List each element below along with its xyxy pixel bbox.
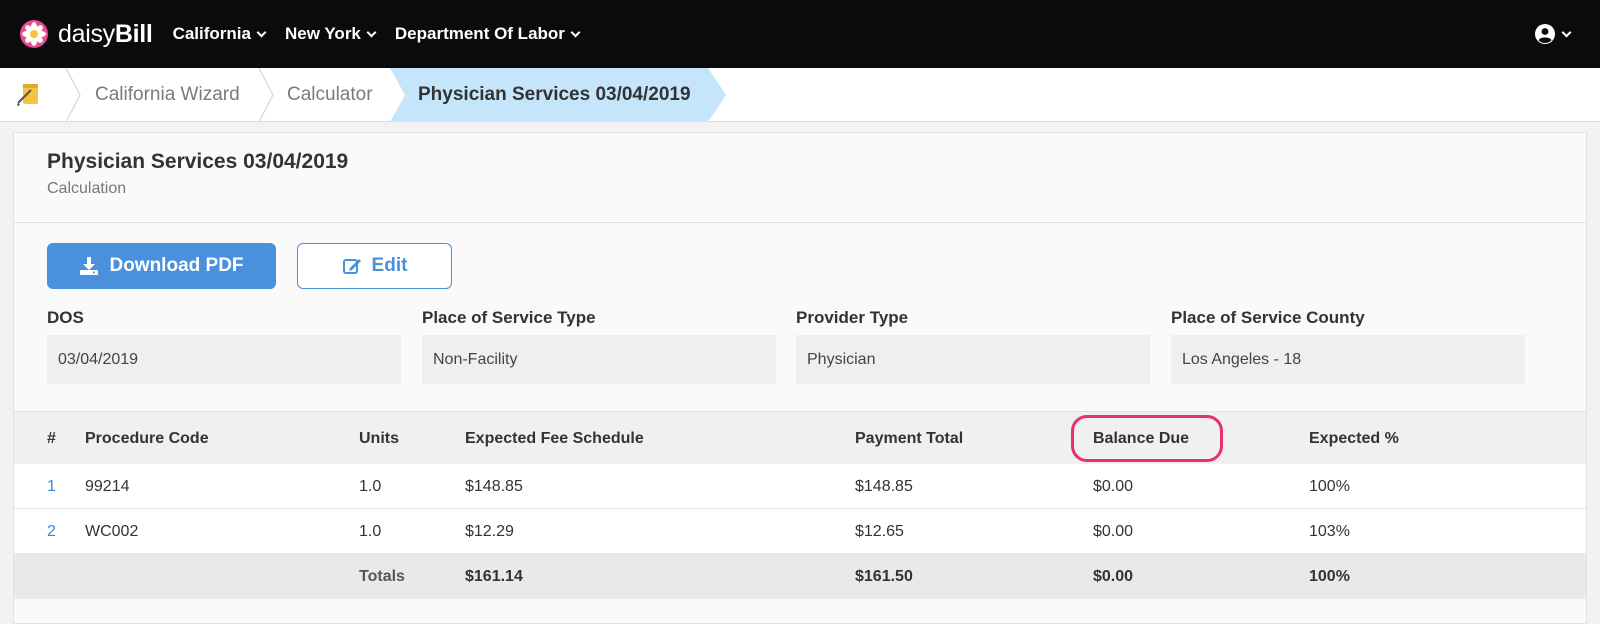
place-of-service-type-label: Place of Service Type (422, 308, 596, 327)
calculation-card: Physician Services 03/04/2019 Calculatio… (13, 132, 1587, 624)
table-header: # Procedure Code Units Expected Fee Sche… (14, 411, 1586, 464)
breadcrumb-item-calculator[interactable]: Calculator (287, 68, 373, 122)
breadcrumb-item-physician-services[interactable]: Physician Services 03/04/2019 (418, 68, 691, 122)
column-header-units: Units (359, 429, 399, 447)
breadcrumb-separator (65, 68, 81, 122)
chevron-down-icon (366, 27, 377, 37)
balance-due-highlight (1071, 415, 1223, 462)
dos-field: 03/04/2019 (47, 335, 401, 384)
breadcrumb: California Wizard Calculator Physician S… (0, 68, 1600, 122)
breadcrumb-label: Physician Services 03/04/2019 (418, 84, 691, 105)
total-balance-due: $0.00 (1093, 567, 1134, 585)
units-cell: 1.0 (359, 477, 382, 495)
total-expected-fee: $161.14 (465, 567, 523, 585)
total-payment: $161.50 (855, 567, 913, 585)
place-of-service-county-field: Los Angeles - 18 (1171, 335, 1525, 384)
page-title: Physician Services 03/04/2019 (47, 150, 349, 173)
brand-name-light: daisy (58, 19, 115, 48)
column-header-expected-fee-schedule: Expected Fee Schedule (465, 429, 644, 447)
daisy-logo-icon (20, 20, 48, 48)
top-nav: daisyBill California New York Department… (0, 0, 1600, 68)
expected-percent-cell: 100% (1309, 477, 1350, 495)
chevron-down-icon (1561, 27, 1572, 37)
breadcrumb-separator (258, 68, 274, 122)
page-subtitle: Calculation (47, 180, 127, 197)
units-cell: 1.0 (359, 522, 382, 540)
brand-logo[interactable]: daisyBill (20, 0, 153, 68)
column-header-procedure-code: Procedure Code (85, 429, 209, 447)
procedure-code-cell: WC002 (85, 522, 139, 540)
nav-item-label: New York (284, 24, 361, 43)
place-of-service-county-label: Place of Service County (1171, 308, 1365, 327)
expected-fee-cell: $12.29 (465, 522, 514, 540)
dos-label: DOS (47, 308, 84, 327)
table-row: 2 WC002 1.0 $12.29 $12.65 $0.00 103% (14, 509, 1586, 554)
place-of-service-type-field: Non-Facility (422, 335, 776, 384)
row-number-link[interactable]: 1 (47, 477, 56, 495)
notepad-icon[interactable] (16, 81, 42, 107)
nav-item-california[interactable]: California (172, 24, 267, 44)
card-header: Physician Services 03/04/2019 Calculatio… (14, 133, 1586, 223)
edit-icon (342, 259, 361, 274)
column-header-number: # (47, 429, 56, 447)
brand-name: daisyBill (58, 20, 153, 49)
column-header-payment-total: Payment Total (855, 429, 964, 447)
download-pdf-label: Download PDF (109, 255, 244, 276)
balance-due-cell: $0.00 (1093, 522, 1134, 540)
edit-label: Edit (371, 255, 408, 276)
breadcrumb-item-california-wizard[interactable]: California Wizard (95, 68, 240, 122)
provider-type-field: Physician (796, 335, 1150, 384)
column-header-balance-due: Balance Due (1093, 429, 1190, 447)
payment-total-cell: $12.65 (855, 522, 904, 540)
download-pdf-button[interactable]: Download PDF (47, 243, 276, 289)
breadcrumb-label: California Wizard (95, 84, 240, 105)
edit-button[interactable]: Edit (297, 243, 452, 289)
chevron-down-icon (256, 27, 267, 37)
user-circle-icon (1535, 24, 1555, 44)
expected-percent-cell: 103% (1309, 522, 1350, 540)
row-number-link[interactable]: 2 (47, 522, 56, 540)
nav-item-department-of-labor[interactable]: Department Of Labor (394, 24, 581, 44)
column-header-expected-percent: Expected % (1309, 429, 1399, 447)
provider-type-label: Provider Type (796, 308, 909, 327)
chevron-down-icon (570, 27, 581, 37)
nav-item-label: California (172, 24, 251, 43)
download-icon (80, 257, 99, 275)
payment-total-cell: $148.85 (855, 477, 913, 495)
table-row: 1 99214 1.0 $148.85 $148.85 $0.00 100% (14, 464, 1586, 509)
totals-label: Totals (359, 567, 405, 585)
breadcrumb-label: Calculator (287, 84, 373, 105)
nav-item-label: Department Of Labor (394, 24, 565, 43)
brand-name-bold: Bill (114, 19, 153, 48)
nav-item-new-york[interactable]: New York (284, 24, 377, 44)
user-menu[interactable] (1535, 24, 1572, 44)
procedure-code-cell: 99214 (85, 477, 130, 495)
totals-row: Totals $161.14 $161.50 $0.00 100% (14, 554, 1586, 599)
total-expected-percent: 100% (1309, 567, 1350, 585)
balance-due-cell: $0.00 (1093, 477, 1134, 495)
breadcrumb-active-background (390, 68, 726, 122)
expected-fee-cell: $148.85 (465, 477, 523, 495)
